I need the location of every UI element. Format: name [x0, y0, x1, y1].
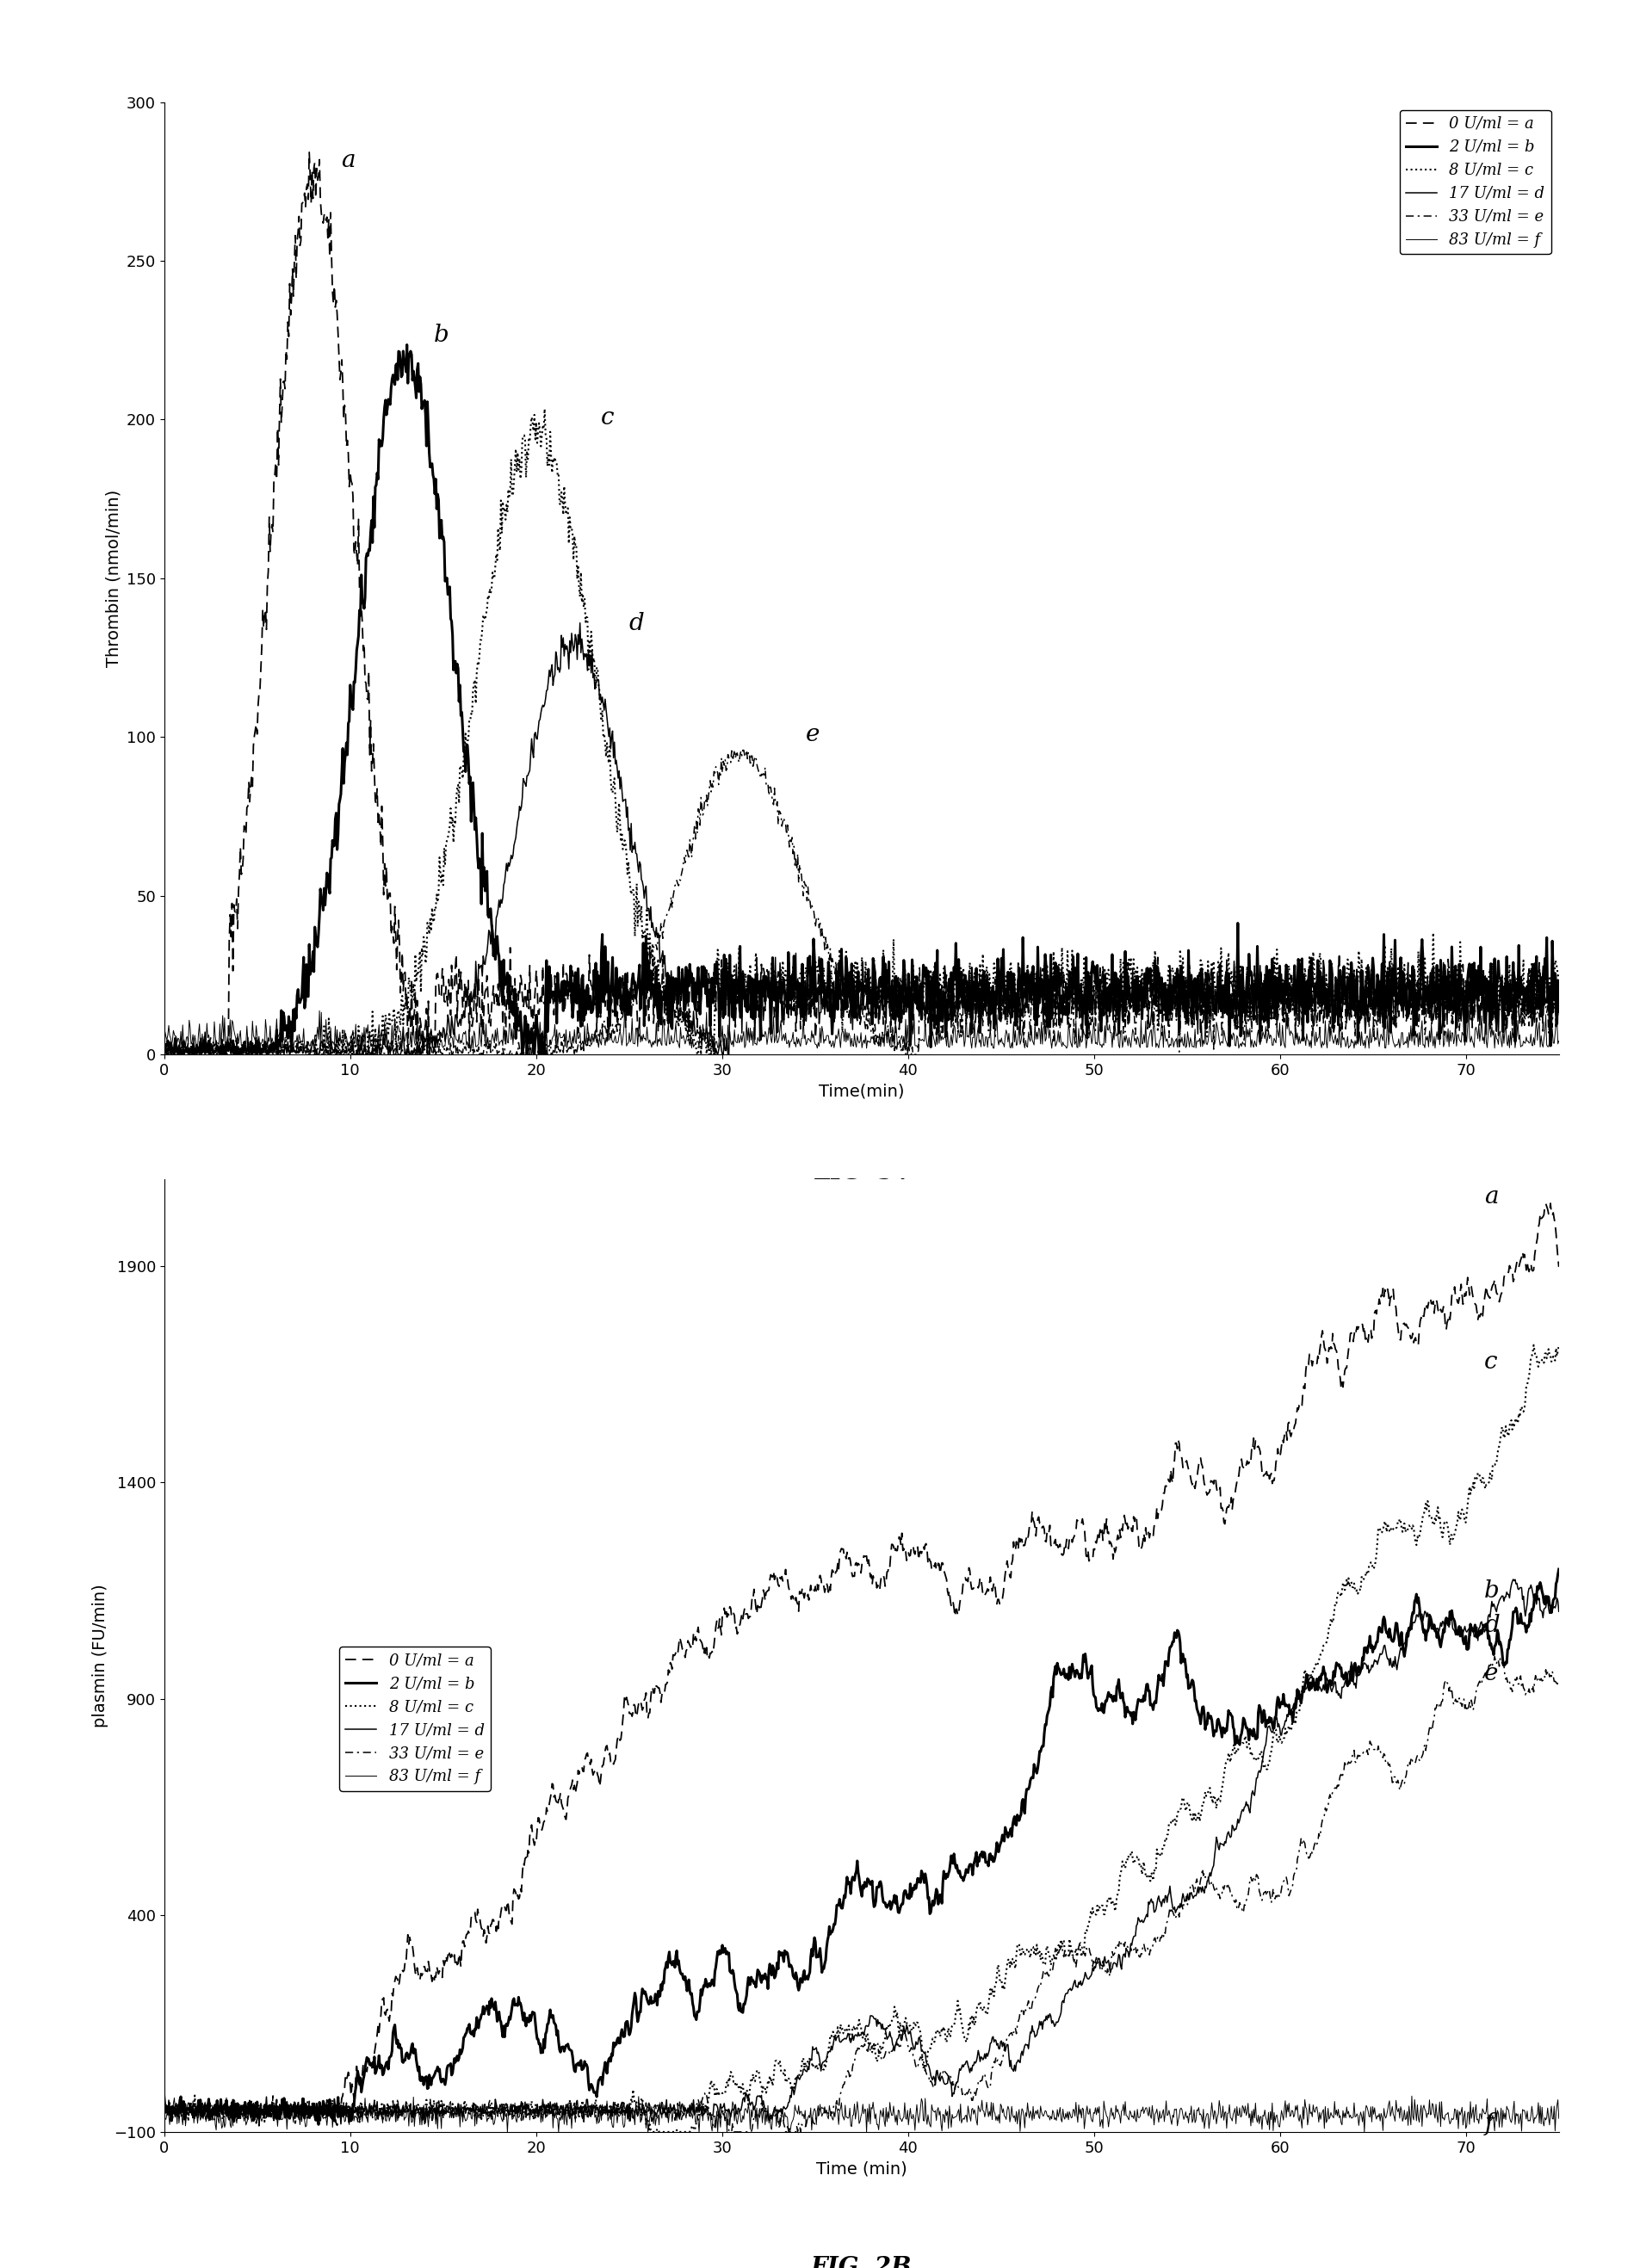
Legend: 0 U/ml = a, 2 U/ml = b, 8 U/ml = c, 17 U/ml = d, 33 U/ml = e, 83 U/ml = f: 0 U/ml = a, 2 U/ml = b, 8 U/ml = c, 17 U…	[339, 1647, 490, 1792]
Text: c: c	[600, 406, 613, 429]
Text: b: b	[433, 324, 449, 347]
Text: e: e	[1484, 1662, 1497, 1685]
Text: FIG. 2A: FIG. 2A	[812, 1179, 910, 1202]
Text: a: a	[1484, 1186, 1497, 1209]
Legend: 0 U/ml = a, 2 U/ml = b, 8 U/ml = c, 17 U/ml = d, 33 U/ml = e, 83 U/ml = f: 0 U/ml = a, 2 U/ml = b, 8 U/ml = c, 17 U…	[1399, 109, 1550, 254]
Text: d: d	[628, 612, 645, 635]
Text: a: a	[341, 150, 354, 172]
Text: d: d	[1484, 1615, 1499, 1637]
Text: e: e	[805, 723, 820, 746]
Text: b: b	[1484, 1579, 1499, 1603]
Y-axis label: plasmin (FU/min): plasmin (FU/min)	[92, 1583, 108, 1728]
Text: f: f	[1484, 2112, 1492, 2136]
Text: c: c	[1484, 1352, 1497, 1374]
X-axis label: Time(min): Time(min)	[818, 1084, 904, 1100]
Y-axis label: Thrombin (nmol/min): Thrombin (nmol/min)	[105, 490, 121, 667]
X-axis label: Time (min): Time (min)	[815, 2161, 907, 2177]
Text: FIG. 2B: FIG. 2B	[810, 2257, 912, 2268]
